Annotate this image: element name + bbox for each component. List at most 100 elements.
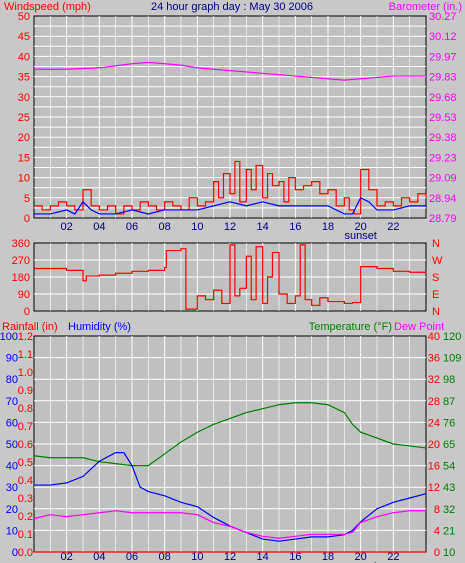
celsius-tick-label: 12 [428,482,440,494]
rainfall-tick-label: 0.1 [18,529,33,541]
right-tick-label: 30.12 [429,31,457,43]
x-tick-label: 04 [93,551,105,563]
rainfall-tick-label: 1.1 [18,349,33,361]
humidity-tick-label: 30 [6,482,18,494]
left-tick-label: 5 [24,193,30,205]
series-line-dew-point [33,510,426,539]
right-tick-label: 29.38 [429,132,457,144]
right-tick-label: 29.23 [429,152,457,164]
left-tick-label: 30 [18,92,30,104]
fahrenheit-tick-label: 120 [443,331,461,343]
rainfall-tick-label: 0.0 [18,547,33,559]
humidity-tick-label: 70 [6,396,18,408]
sunset-annotation: sunset [344,230,376,242]
x-tick-label: 16 [289,551,301,563]
x-tick-label: 18 [322,221,334,233]
x-tick-label: 02 [61,221,73,233]
left-tick-label: 45 [18,31,30,43]
celsius-tick-label: 20 [428,439,440,451]
series-line-humidity- [34,452,427,542]
rainfall-tick-label: 0.9 [18,385,33,397]
fahrenheit-tick-label: 32 [443,504,455,516]
humidity-tick-label: 0 [12,547,18,559]
right-tick-label: 30.27 [429,11,457,23]
fahrenheit-tick-label: 21 [443,525,455,537]
x-tick-label: 14 [257,551,269,563]
temperature-axis-title: Temperature (°F) [309,321,392,333]
dewpoint-axis-title: Dew Point [394,321,444,333]
x-tick-label: 08 [159,221,171,233]
humidity-tick-label: 50 [6,439,18,451]
right-tick-label: 28.94 [429,193,457,205]
fahrenheit-tick-label: 65 [443,439,455,451]
celsius-tick-label: 24 [428,417,440,429]
left-tick-label: 25 [18,112,30,124]
series-line-wind-direction [34,244,427,310]
rainfall-tick-label: 0.8 [18,403,33,415]
x-tick-label: 08 [159,551,171,563]
left-tick-label: 0 [24,213,30,225]
left-tick-label: 360 [12,238,30,250]
series-line-temperature-f- [33,402,427,467]
rainfall-tick-label: 0.7 [18,421,33,433]
left-tick-label: 180 [12,272,30,284]
right-tick-label: 29.83 [429,72,457,84]
humidity-tick-label: 80 [6,374,18,386]
sunset-annotation: sunset [344,560,376,563]
celsius-tick-label: 32 [428,374,440,386]
rainfall-axis-title: Rainfall (in) [2,321,58,333]
humidity-tick-label: 90 [6,353,18,365]
chart-title: 24 hour graph day : May 30 2006 [151,1,313,13]
right-tick-label: S [432,272,439,284]
celsius-tick-label: 28 [428,396,440,408]
x-tick-label: 14 [257,221,269,233]
x-tick-label: 20 [355,551,367,563]
x-tick-label: 04 [93,221,105,233]
x-tick-label: 12 [224,221,236,233]
x-tick-label: 10 [191,551,203,563]
x-tick-label: 06 [126,221,138,233]
right-tick-label: 29.97 [429,51,457,63]
series-line-barometer-in- [34,61,426,81]
fahrenheit-tick-label: 10 [443,547,455,559]
x-tick-label: 20 [355,221,367,233]
right-tick-label: 29.53 [429,112,457,124]
windspeed-axis-title: Windspeed (mph) [4,1,91,13]
x-tick-label: 22 [387,551,399,563]
right-tick-label: 29.09 [429,173,457,185]
rainfall-tick-label: 1.2 [18,331,33,343]
x-tick-label: 02 [61,551,73,563]
rainfall-tick-label: 0.2 [18,511,33,523]
left-tick-label: 15 [18,152,30,164]
barometer-axis-title: Barometer (in.) [389,1,462,13]
celsius-tick-label: 16 [428,461,440,473]
rainfall-tick-label: 0.4 [18,475,33,487]
celsius-tick-label: 40 [428,331,440,343]
right-tick-label: 29.68 [429,92,457,104]
left-tick-label: 50 [18,11,30,23]
fahrenheit-tick-label: 87 [443,396,455,408]
left-tick-label: 90 [18,289,30,301]
celsius-tick-label: 0 [434,547,440,559]
celsius-tick-label: 36 [428,353,440,365]
humidity-tick-label: 10 [6,525,18,537]
series-line-windspeed-mph- [34,196,426,215]
x-tick-label: 22 [387,221,399,233]
humidity-tick-label: 40 [6,461,18,473]
left-tick-label: 10 [18,173,30,185]
series-line-wind-gust [34,160,427,215]
humidity-tick-label: 100 [0,331,18,343]
x-tick-label: 12 [224,551,236,563]
rainfall-tick-label: 0.6 [18,439,33,451]
humidity-tick-label: 60 [6,417,18,429]
fahrenheit-tick-label: 98 [443,374,455,386]
right-tick-label: N [432,238,440,250]
humidity-tick-label: 20 [6,504,18,516]
celsius-tick-label: 4 [434,525,440,537]
x-tick-label: 18 [322,551,334,563]
left-tick-label: 40 [18,51,30,63]
rainfall-tick-label: 1.0 [18,367,33,379]
left-tick-label: 20 [18,132,30,144]
